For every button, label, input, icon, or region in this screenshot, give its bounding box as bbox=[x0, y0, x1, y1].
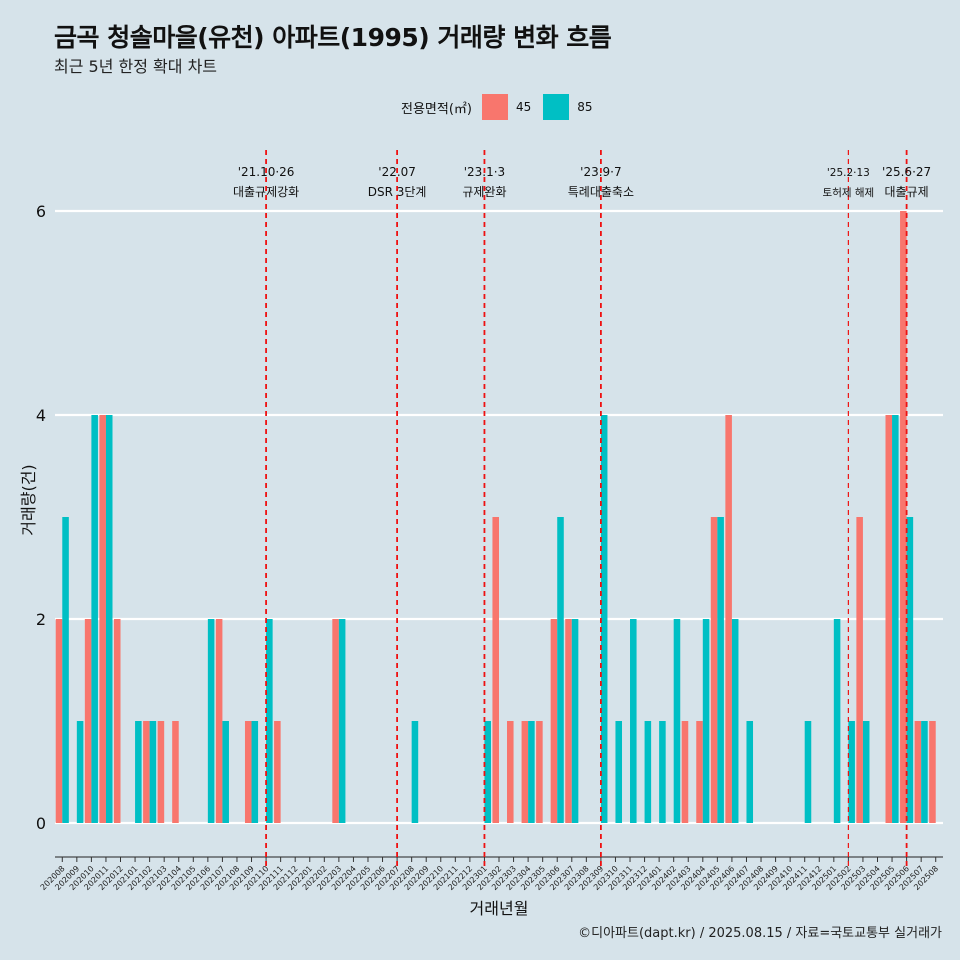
legend-swatch-45 bbox=[481, 94, 508, 120]
bar-85-202503 bbox=[862, 721, 870, 823]
bar-85-202310 bbox=[615, 721, 623, 823]
bar-85-202011 bbox=[105, 415, 113, 823]
bar-85-202301 bbox=[484, 721, 491, 823]
bar-85-202102 bbox=[149, 721, 157, 823]
bar-45-202307 bbox=[565, 619, 572, 823]
event-date-label: '21.10·26 bbox=[238, 165, 295, 179]
event-text-label: 규제완화 bbox=[462, 185, 506, 199]
event-date-label: '22.07 bbox=[378, 165, 416, 179]
bar-45-202306 bbox=[550, 619, 558, 823]
bar-85-202008 bbox=[62, 517, 69, 823]
bar-85-202507 bbox=[921, 721, 928, 823]
event-text-label: 대출규제강화 bbox=[233, 185, 299, 199]
bar-85-202010 bbox=[91, 415, 98, 823]
bar-45-202305 bbox=[536, 721, 543, 823]
event-date-label: '23.9·7 bbox=[580, 165, 621, 179]
bar-45-202505 bbox=[885, 415, 893, 823]
bar-85-202411 bbox=[804, 721, 812, 823]
bar-85-202110 bbox=[266, 619, 273, 823]
legend: 전용면적(㎡) 45 85 bbox=[401, 93, 605, 121]
bar-85-202106 bbox=[207, 619, 215, 823]
bar-45-202010 bbox=[84, 619, 92, 823]
bar-85-202312 bbox=[644, 721, 652, 823]
event-date-label: '25.2·13 bbox=[827, 167, 870, 179]
bar-45-202111 bbox=[274, 721, 281, 823]
bar-45-202303 bbox=[507, 721, 514, 823]
bar-45-202403 bbox=[681, 721, 689, 823]
bar-45-202203 bbox=[332, 619, 339, 823]
bar-45-202102 bbox=[143, 721, 150, 823]
bar-85-202107 bbox=[222, 721, 229, 823]
legend-label-85: 85 bbox=[577, 100, 593, 114]
bar-85-202501 bbox=[833, 619, 841, 823]
bar-45-202104 bbox=[172, 721, 179, 823]
bar-85-202407 bbox=[746, 721, 754, 823]
bar-45-202507 bbox=[914, 721, 922, 823]
legend-swatch-85 bbox=[543, 94, 570, 120]
bar-45-202508 bbox=[929, 721, 936, 823]
bar-45-202109 bbox=[244, 721, 252, 823]
bar-85-202203 bbox=[338, 619, 346, 823]
event-date-label: '23.1·3 bbox=[464, 165, 505, 179]
y-tick-label: 4 bbox=[36, 406, 46, 425]
bar-85-202311 bbox=[630, 619, 637, 823]
bar-45-202406 bbox=[725, 415, 732, 823]
bar-85-202506 bbox=[906, 517, 914, 823]
bar-85-202304 bbox=[528, 721, 535, 823]
bar-45-202503 bbox=[856, 517, 863, 823]
y-tick-label: 6 bbox=[36, 202, 46, 221]
bar-45-202008 bbox=[55, 619, 63, 823]
event-text-label: DSR 3단계 bbox=[368, 185, 427, 199]
bar-85-202306 bbox=[557, 517, 564, 823]
event-text-label: 대출규제 bbox=[885, 185, 929, 199]
bar-85-202009 bbox=[76, 721, 84, 823]
bar-85-202307 bbox=[571, 619, 579, 823]
bar-45-202107 bbox=[215, 619, 223, 823]
bar-45-202405 bbox=[710, 517, 718, 823]
y-tick-label: 2 bbox=[36, 610, 46, 629]
source-caption: ©디아파트(dapt.kr) / 2025.08.15 / 자료=국토교통부 실… bbox=[578, 926, 942, 941]
bar-85-202101 bbox=[135, 721, 142, 823]
chart-title: 금곡 청솔마을(유천) 아파트(1995) 거래량 변화 흐름 bbox=[54, 23, 612, 52]
bar-85-202109 bbox=[251, 721, 259, 823]
bar-85-202405 bbox=[717, 517, 724, 823]
bar-85-202309 bbox=[600, 415, 608, 823]
bar-45-202011 bbox=[99, 415, 106, 823]
bar-85-202406 bbox=[731, 619, 739, 823]
event-text-label: 토허제 해제 bbox=[823, 186, 875, 199]
y-tick-label: 0 bbox=[36, 814, 46, 833]
chart-subtitle: 최근 5년 한정 확대 차트 bbox=[54, 57, 218, 76]
bar-45-202304 bbox=[521, 721, 529, 823]
legend-label-45: 45 bbox=[515, 100, 532, 114]
bar-85-202402 bbox=[673, 619, 681, 823]
legend-title: 전용면적(㎡) bbox=[401, 101, 472, 117]
bar-85-202502 bbox=[848, 721, 855, 823]
bar-85-202208 bbox=[411, 721, 419, 823]
bar-45-202103 bbox=[157, 721, 165, 823]
bar-45-202302 bbox=[492, 517, 499, 823]
bar-45-202012 bbox=[113, 619, 121, 823]
event-date-label: '25.6·27 bbox=[882, 165, 931, 179]
bar-85-202401 bbox=[659, 721, 666, 823]
y-axis-title: 거래량(건) bbox=[19, 464, 38, 535]
x-axis-title: 거래년월 bbox=[470, 899, 529, 918]
bar-85-202404 bbox=[702, 619, 710, 823]
event-text-label: 특례대출축소 bbox=[568, 185, 634, 199]
bar-85-202505 bbox=[892, 415, 899, 823]
bar-45-202506 bbox=[900, 211, 907, 823]
bar-45-202404 bbox=[696, 721, 703, 823]
